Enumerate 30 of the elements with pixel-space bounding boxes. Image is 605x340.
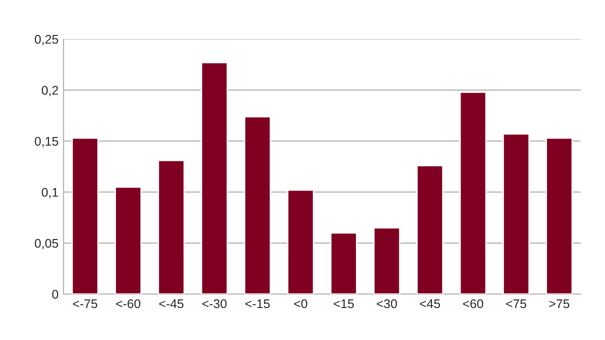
x-tick-label: <45 (420, 299, 440, 308)
bar (416, 164, 444, 294)
bar (286, 189, 314, 294)
bar (330, 232, 358, 294)
x-tick-label: <60 (463, 299, 484, 308)
x-tick-label: <75 (506, 299, 526, 308)
y-tick-label: 0,2 (42, 86, 58, 96)
x-tick-label: <-45 (159, 299, 184, 308)
bar (158, 160, 185, 294)
y-tick-label: 0 (52, 290, 58, 299)
bar (244, 116, 272, 294)
bar (71, 137, 99, 294)
bar (373, 227, 400, 294)
y-tick-label: 0,15 (34, 136, 58, 148)
x-tick-label: <-75 (73, 299, 98, 308)
y-tick-label: 0,25 (34, 34, 58, 46)
y-tick-label: 0,1 (42, 188, 58, 198)
y-tick-label: 0,05 (34, 238, 58, 250)
x-tick-label: >75 (549, 299, 570, 308)
x-tick-label: <-30 (202, 299, 227, 308)
x-tick-label: <30 (376, 299, 397, 308)
x-tick-label: <0 (294, 299, 308, 308)
x-tick-label: <15 (334, 299, 354, 308)
bar (200, 62, 228, 294)
bar (502, 133, 530, 294)
bar (546, 137, 573, 294)
x-tick-label: <-60 (116, 299, 140, 308)
x-tick-label: <-15 (245, 299, 270, 308)
bar (459, 91, 487, 294)
bar (114, 186, 142, 294)
